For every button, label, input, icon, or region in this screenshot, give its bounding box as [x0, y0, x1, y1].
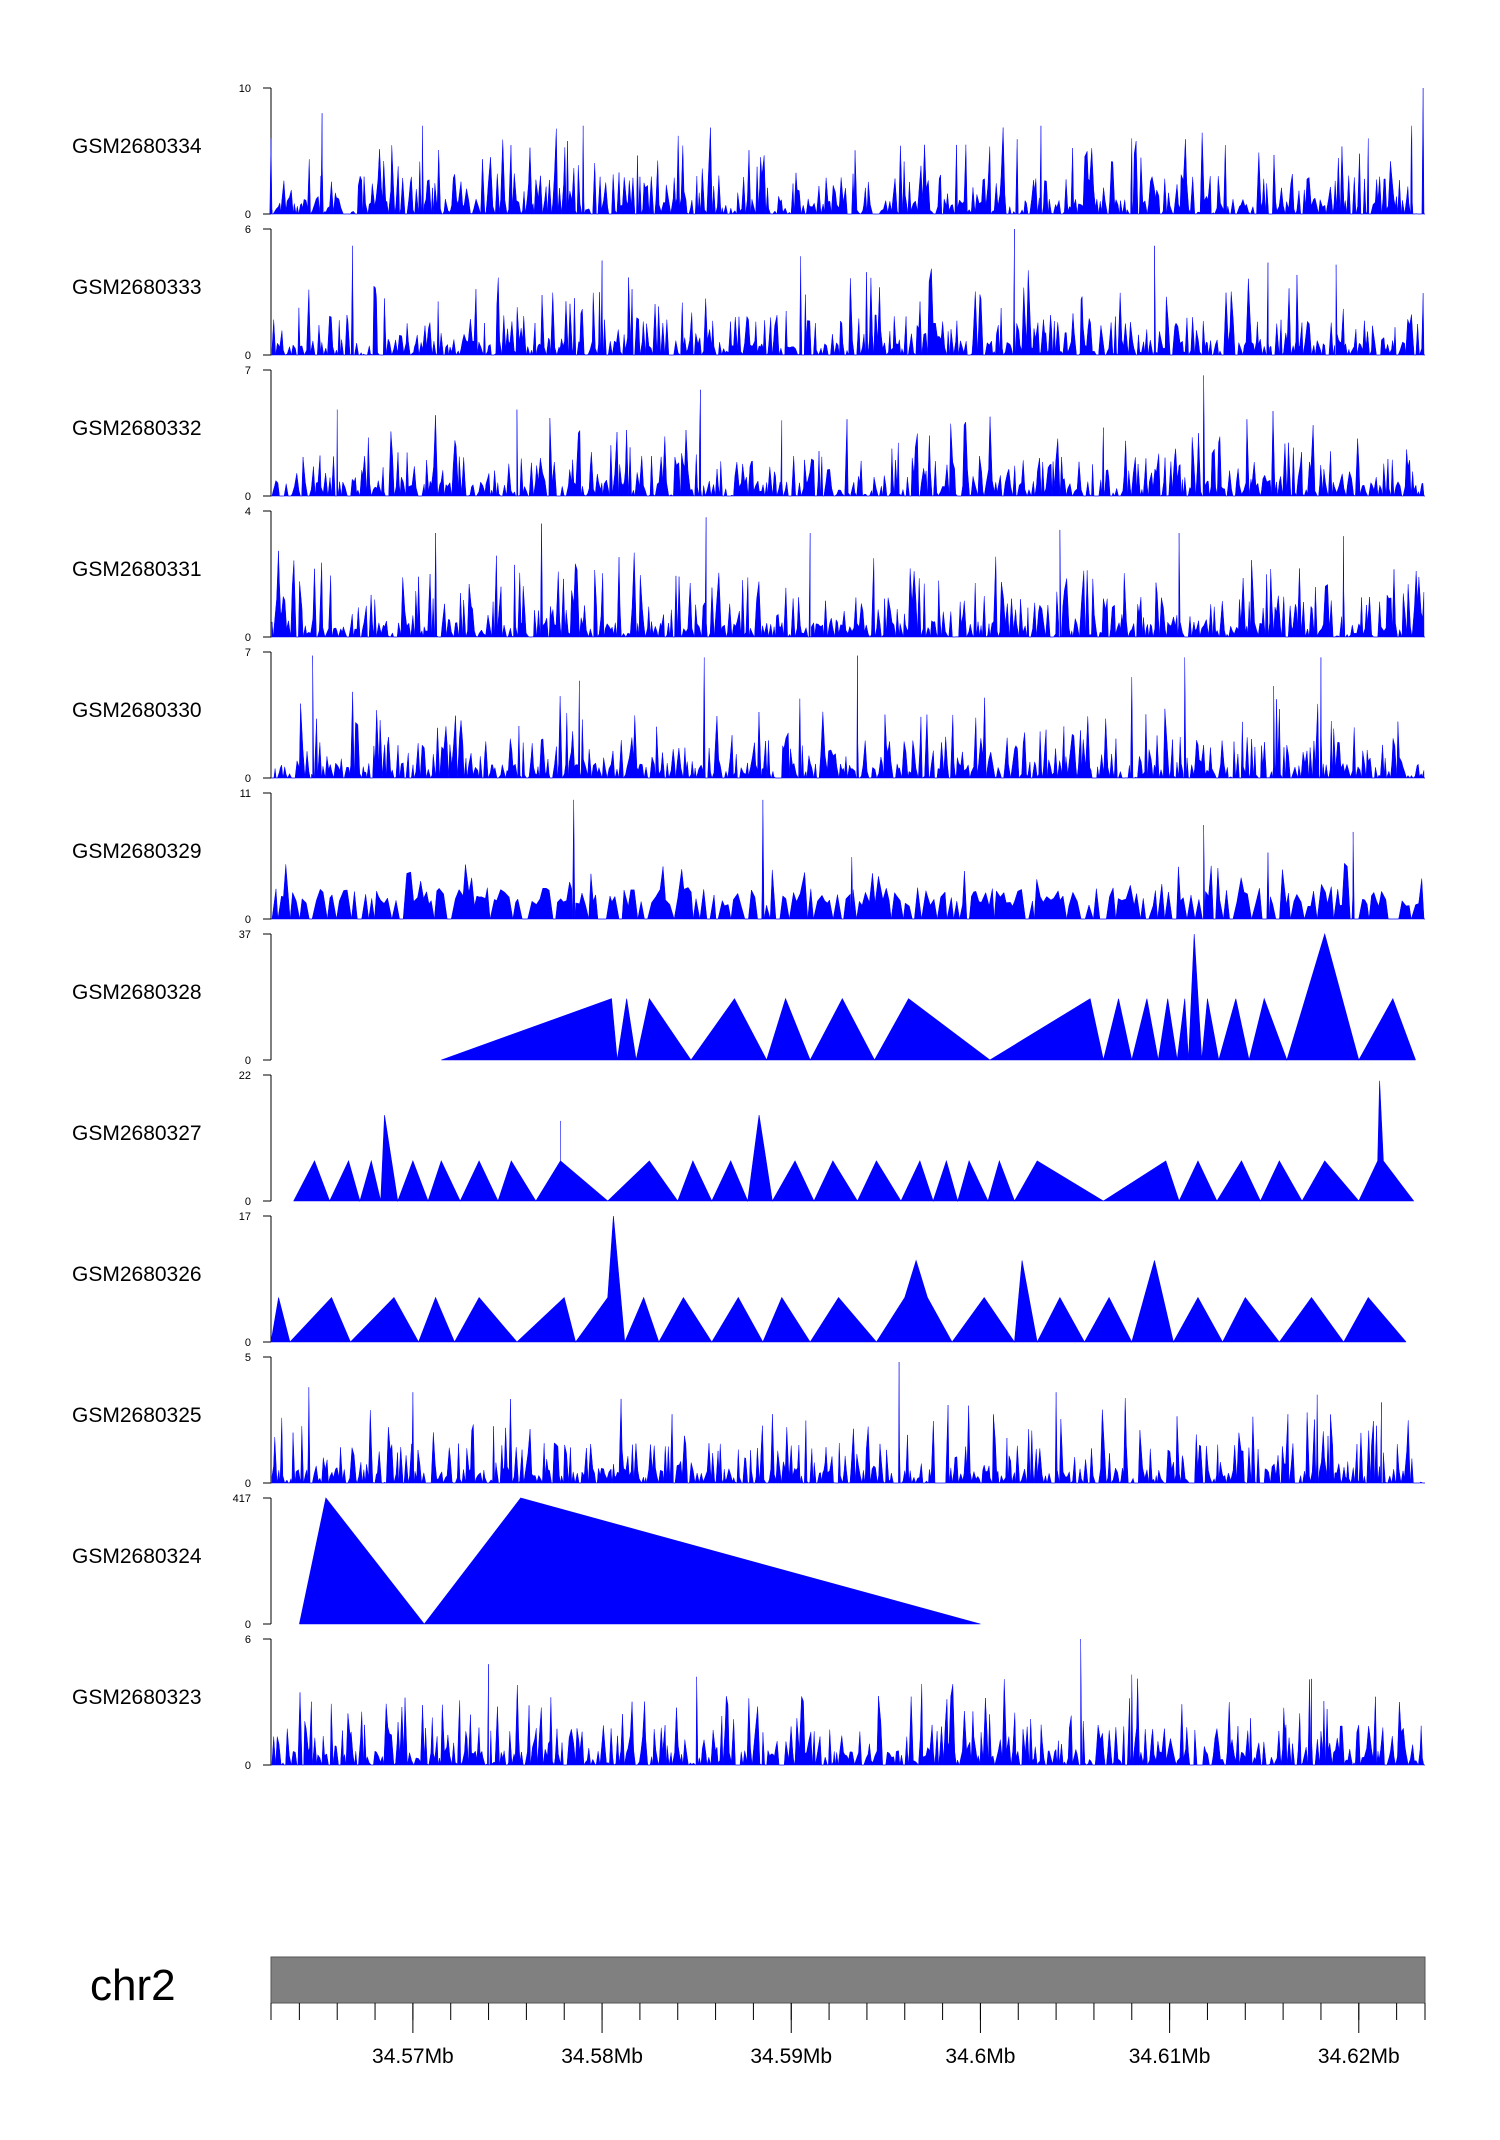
track-GSM2680325: GSM2680325 5 0 [72, 1352, 1425, 1490]
track-label: GSM2680334 [72, 135, 202, 158]
x-tick-label: 34.62Mb [1318, 2045, 1400, 2068]
signal-area [271, 228, 1425, 356]
track-label: GSM2680330 [72, 699, 202, 722]
y-tick-label-min: 0 [245, 1337, 251, 1349]
signal-area [299, 1497, 981, 1625]
track-GSM2680333: GSM2680333 6 0 [72, 224, 1425, 362]
track-label: GSM2680331 [72, 558, 202, 581]
y-tick-label-max: 10 [239, 83, 251, 95]
track-GSM2680334: GSM2680334 10 0 [72, 83, 1425, 221]
y-tick-label-min: 0 [245, 1055, 251, 1067]
x-tick-label: 34.57Mb [372, 2045, 454, 2068]
track-GSM2680329: GSM2680329 11 0 [72, 788, 1425, 926]
signal-area [270, 1215, 1407, 1343]
y-tick-label-max: 17 [239, 1211, 251, 1223]
y-tick-label-min: 0 [245, 632, 251, 644]
y-tick-label-min: 0 [245, 914, 251, 926]
x-tick-label: 34.58Mb [561, 2045, 643, 2068]
x-tick-label: 34.59Mb [750, 2045, 832, 2068]
ideogram-bar [270, 1956, 1426, 2004]
track-label: GSM2680325 [72, 1404, 202, 1427]
track-label: GSM2680332 [72, 417, 202, 440]
x-tick-label: 34.6Mb [945, 2045, 1015, 2068]
track-GSM2680331: GSM2680331 4 0 [72, 506, 1425, 644]
chromosome-ideogram: chr2 [90, 1956, 1426, 2010]
track-GSM2680323: GSM2680323 6 0 [72, 1634, 1425, 1772]
chromosome-label: chr2 [90, 1961, 176, 2010]
y-tick-label-min: 0 [245, 773, 251, 785]
signal-area [271, 655, 1425, 779]
x-tick-label: 34.61Mb [1129, 2045, 1211, 2068]
signal-area [271, 799, 1425, 920]
signal-area [269, 87, 1425, 215]
y-tick-label-max: 22 [239, 1070, 251, 1082]
y-tick-label-max: 4 [245, 506, 251, 518]
signal-area [271, 517, 1425, 638]
track-label: GSM2680333 [72, 276, 202, 299]
y-tick-label-max: 6 [245, 224, 251, 236]
signal-area [271, 1362, 1425, 1484]
y-tick-label-max: 37 [239, 929, 251, 941]
y-tick-label-max: 417 [233, 1493, 251, 1505]
y-tick-label-max: 7 [245, 647, 251, 659]
track-label: GSM2680327 [72, 1122, 202, 1145]
signal-area [293, 1080, 1415, 1203]
track-label: GSM2680326 [72, 1263, 202, 1286]
y-tick-label-max: 5 [245, 1352, 251, 1364]
y-tick-label-min: 0 [245, 491, 251, 503]
y-tick-label-min: 0 [245, 1619, 251, 1631]
y-tick-label-max: 11 [240, 788, 251, 800]
track-GSM2680326: GSM2680326 17 0 [72, 1211, 1407, 1349]
signal-area [271, 1638, 1425, 1766]
y-tick-label-min: 0 [245, 1478, 251, 1490]
y-tick-label-max: 7 [245, 365, 251, 377]
signal-area [271, 375, 1425, 497]
y-tick-label-max: 6 [245, 1634, 251, 1646]
track-GSM2680332: GSM2680332 7 0 [72, 365, 1425, 503]
y-tick-label-min: 0 [245, 1196, 251, 1208]
data-tracks: GSM2680334100GSM268033360GSM268033270GSM… [72, 83, 1425, 1772]
genomic-x-axis: 34.57Mb 34.58Mb 34.59Mb 34.6Mb 34.61Mb 34.62M… [270, 2003, 1426, 2068]
y-tick-label-min: 0 [245, 209, 251, 221]
track-GSM2680330: GSM2680330 7 0 [72, 647, 1425, 785]
track-GSM2680328: GSM2680328 37 0 [72, 929, 1416, 1067]
signal-area [441, 932, 1416, 1061]
y-tick-label-min: 0 [245, 1760, 251, 1772]
track-label: GSM2680323 [72, 1686, 202, 1709]
track-label: GSM2680328 [72, 981, 202, 1004]
track-GSM2680327: GSM2680327 22 0 [72, 1070, 1415, 1208]
track-GSM2680324: GSM2680324 417 0 [72, 1493, 981, 1631]
track-label: GSM2680329 [72, 840, 202, 863]
y-tick-label-min: 0 [245, 350, 251, 362]
track-label: GSM2680324 [72, 1545, 202, 1568]
